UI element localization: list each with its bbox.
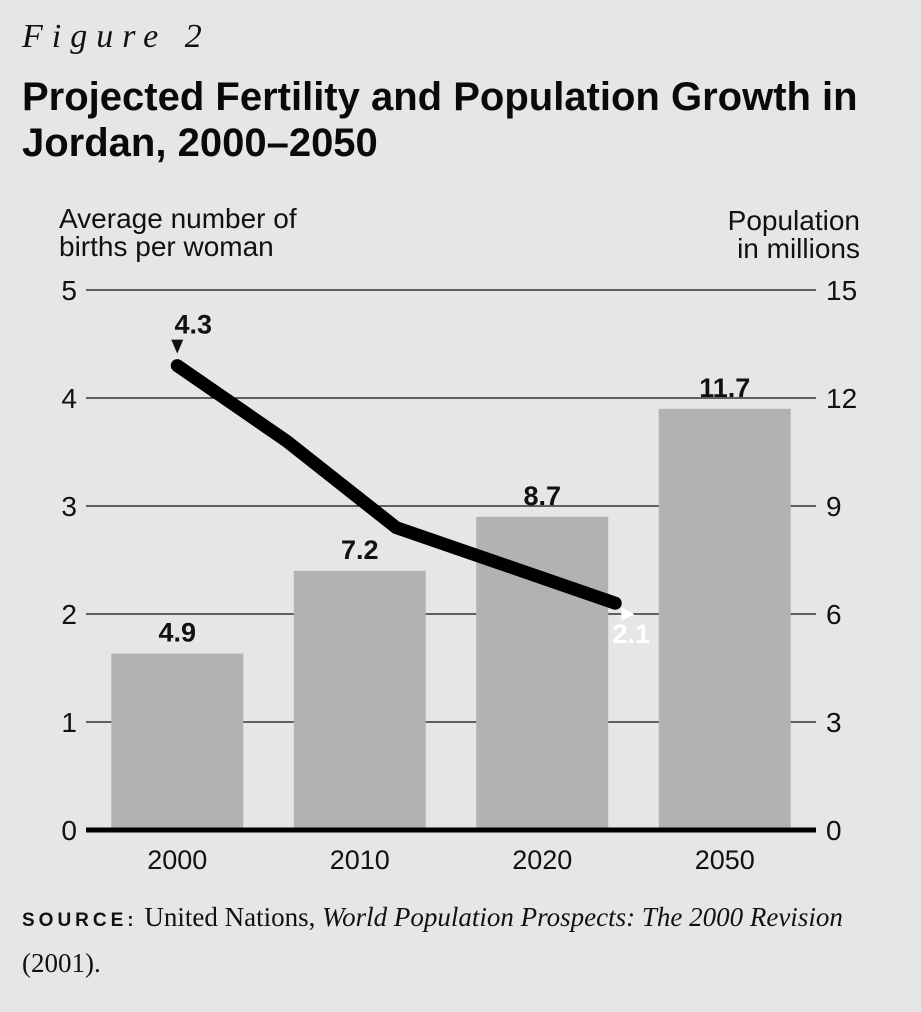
left-tick-label: 0 [61,815,77,846]
source-label: SOURCE: [22,910,138,931]
x-tick-label: 2050 [695,845,755,875]
right-tick-label: 9 [826,491,842,522]
left-tick-label: 1 [61,707,77,738]
figure-label: Figure 2 [22,18,211,55]
bar-2010 [293,570,426,830]
right-tick-label: 0 [826,815,842,846]
bar-value-label: 4.9 [158,618,196,648]
bar-value-label: 7.2 [341,535,379,565]
fertility-line [170,359,622,610]
right-tick-label: 12 [826,383,857,414]
x-tick-label: 2000 [147,845,207,875]
end-marker-arrow [621,607,635,622]
left-tick-label: 5 [61,275,77,306]
left-tick-label: 3 [61,491,77,522]
left-axis-label-line-2: births per woman [59,231,274,262]
bar-value-label: 8.7 [523,481,561,511]
source-text-post: (2001). [22,948,101,978]
right-axis-label-line-1: Population [728,205,860,236]
right-tick-label: 6 [826,599,842,630]
x-tick-label: 2010 [330,845,390,875]
line-start-label: 4.3 [174,310,212,340]
source-text-pre: United Nations, [137,902,323,932]
x-tick-label: 2020 [512,845,572,875]
left-tick-label: 2 [61,599,77,630]
source-title: World Population Prospects: The 2000 Rev… [322,902,843,932]
right-axis-label-line-2: in millions [737,233,860,264]
chart-title: Projected Fertility and Population Growt… [22,75,858,165]
line-end-label: 2.1 [612,619,650,649]
source-note: SOURCE: United Nations, World Population… [22,896,902,984]
bar-value-label: 11.7 [699,373,750,403]
left-tick-label: 4 [61,383,77,414]
left-axis-label-line-1: Average number of [59,203,297,234]
bar-2050 [658,408,791,830]
start-marker-arrow [171,339,184,354]
right-tick-label: 3 [826,707,842,738]
bar-2000 [111,653,244,830]
right-tick-label: 15 [826,275,857,306]
